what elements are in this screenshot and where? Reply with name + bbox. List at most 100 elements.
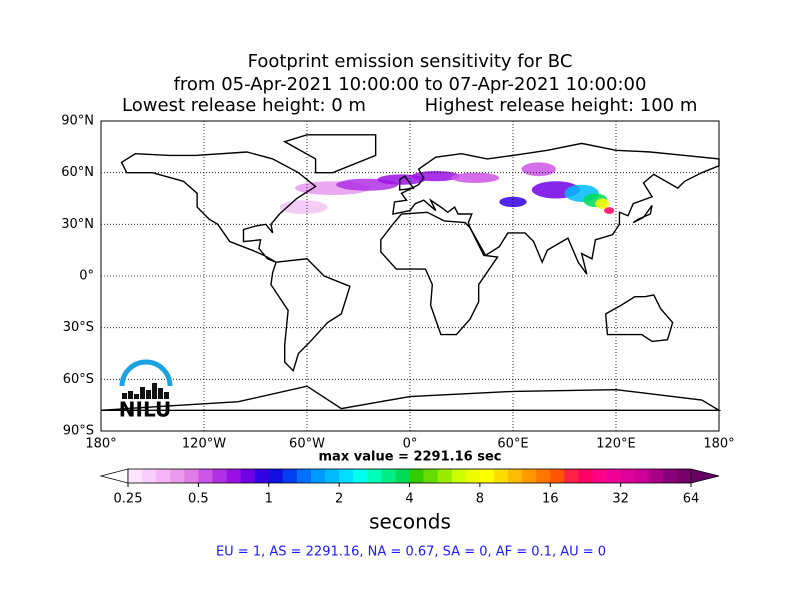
release-low: Lowest release height: 0 m — [122, 95, 366, 116]
colorbar-segment — [451, 469, 467, 483]
colorbar-segment — [226, 469, 241, 483]
colorbar-tick-label: 32 — [612, 492, 629, 507]
colorbar-segment — [128, 469, 143, 483]
footer: EU = 1, AS = 2291.16, NA = 0.67, SA = 0,… — [216, 545, 606, 560]
colorbar-segment — [465, 469, 481, 483]
colorbar-tick-label: 8 — [476, 492, 484, 507]
logo-bar — [158, 388, 163, 399]
colorbar-segment — [564, 469, 579, 483]
colorbar-segment — [662, 469, 678, 483]
coastline — [632, 204, 653, 224]
lat-tick-label: 0° — [79, 269, 94, 284]
colorbar: 0.25 0.5 1 2 4 8 16 32 64 — [99, 468, 720, 507]
colorbar-segment — [648, 469, 664, 483]
colorbar-tick-label: 0.5 — [188, 492, 209, 507]
map-frame — [100, 120, 720, 432]
colorbar-segment — [282, 469, 298, 483]
colorbar-segment — [508, 469, 523, 483]
logo-bar — [134, 394, 139, 399]
colorbar-segment — [479, 469, 495, 483]
colorbar-extend-max — [690, 468, 720, 484]
colorbar-segment — [409, 469, 424, 483]
colorbar-tick-label: 4 — [405, 492, 413, 507]
colorbar-tick-label: 0.25 — [114, 492, 143, 507]
colorbar-tick-label: 64 — [683, 492, 700, 507]
colorbar-segment — [198, 469, 213, 483]
logo-bar — [164, 392, 169, 399]
colorbar-segment — [550, 469, 565, 483]
max-value: max value = 2291.16 sec — [319, 450, 502, 465]
title-line: Footprint emission sensitivity for BC — [248, 51, 573, 72]
coastline — [604, 294, 674, 343]
colorbar-segment — [592, 469, 607, 483]
logo-bar — [140, 387, 145, 399]
colorbar-segment — [367, 469, 382, 483]
colorbar-segment — [578, 469, 593, 483]
colorbar-tick-label: 2 — [335, 492, 343, 507]
colorbar-segment — [339, 469, 354, 483]
coastline — [270, 258, 351, 373]
sensitivity-plume — [451, 172, 500, 183]
colorbar-segment — [325, 469, 340, 483]
release-high: Highest release height: 100 m — [425, 95, 698, 116]
lat-tick-label: 30°N — [61, 217, 94, 232]
lon-tick-label: 60°W — [289, 437, 325, 452]
lat-tick-label: 90°S — [63, 424, 94, 439]
lat-tick-label: 30°S — [63, 320, 94, 335]
colorbar-segment — [170, 469, 185, 483]
lon-tick-label: 0° — [403, 437, 418, 452]
colorbar-segment — [156, 469, 171, 483]
colorbar-segment — [142, 469, 157, 483]
logo-bar — [146, 390, 151, 399]
colorbar-segment — [381, 469, 396, 483]
coastline — [380, 211, 499, 336]
lon-tick-label: 120°E — [596, 437, 636, 452]
colorbar-tick-label: 1 — [265, 492, 273, 507]
sensitivity-plume — [521, 162, 556, 177]
colorbar-segment — [423, 469, 438, 483]
colorbar-segment — [184, 469, 199, 483]
title-line: from 05-Apr-2021 10:00:00 to 07-Apr-2021… — [174, 74, 647, 95]
coastline — [100, 385, 722, 412]
lat-tick-label: 90°N — [61, 114, 94, 129]
colorbar-segment — [254, 469, 270, 483]
colorbar-tick-label: 16 — [542, 492, 559, 507]
colorbar-segment — [493, 469, 509, 483]
colorbar-extend-min — [99, 468, 129, 484]
lon-tick-label: 120°W — [182, 437, 226, 452]
coastline — [399, 175, 415, 191]
colorbar-segment — [522, 469, 537, 483]
colorbar-segment — [437, 469, 453, 483]
lon-tick-label: 180° — [85, 437, 116, 452]
colorbar-segment — [606, 469, 621, 483]
coastline — [120, 151, 317, 263]
colorbar-segment — [353, 469, 368, 483]
logo-text: NILU — [119, 398, 171, 422]
colorbar-label: seconds — [369, 510, 451, 534]
logo-bar — [122, 393, 127, 399]
colorbar-segment — [536, 469, 551, 483]
logo-arc — [119, 359, 173, 387]
colorbar-segment — [268, 469, 284, 483]
lat-tick-label: 60°N — [61, 165, 94, 180]
map: 180° 120°W 60°W 0° 60°E 120°E 180° 90°N 60°N 30°N… — [61, 114, 734, 452]
sensitivity-plume — [499, 196, 527, 208]
lon-tick-label: 180° — [703, 437, 734, 452]
logo-bar — [152, 383, 157, 399]
coastline — [282, 134, 377, 174]
colorbar-segment — [240, 469, 255, 483]
colorbar-segment — [296, 469, 312, 483]
colorbar-segment — [676, 469, 692, 483]
colorbar-segment — [212, 469, 227, 483]
colorbar-segment — [620, 469, 635, 483]
colorbar-segment — [395, 469, 410, 483]
sensitivity-plume — [603, 207, 615, 214]
lat-tick-label: 60°S — [63, 372, 94, 387]
lon-tick-label: 60°E — [497, 437, 528, 452]
coastline — [392, 142, 720, 275]
colorbar-segment — [310, 469, 326, 483]
logo-bar — [128, 391, 133, 399]
sensitivity-plume — [595, 198, 610, 209]
colorbar-segment — [634, 469, 650, 483]
